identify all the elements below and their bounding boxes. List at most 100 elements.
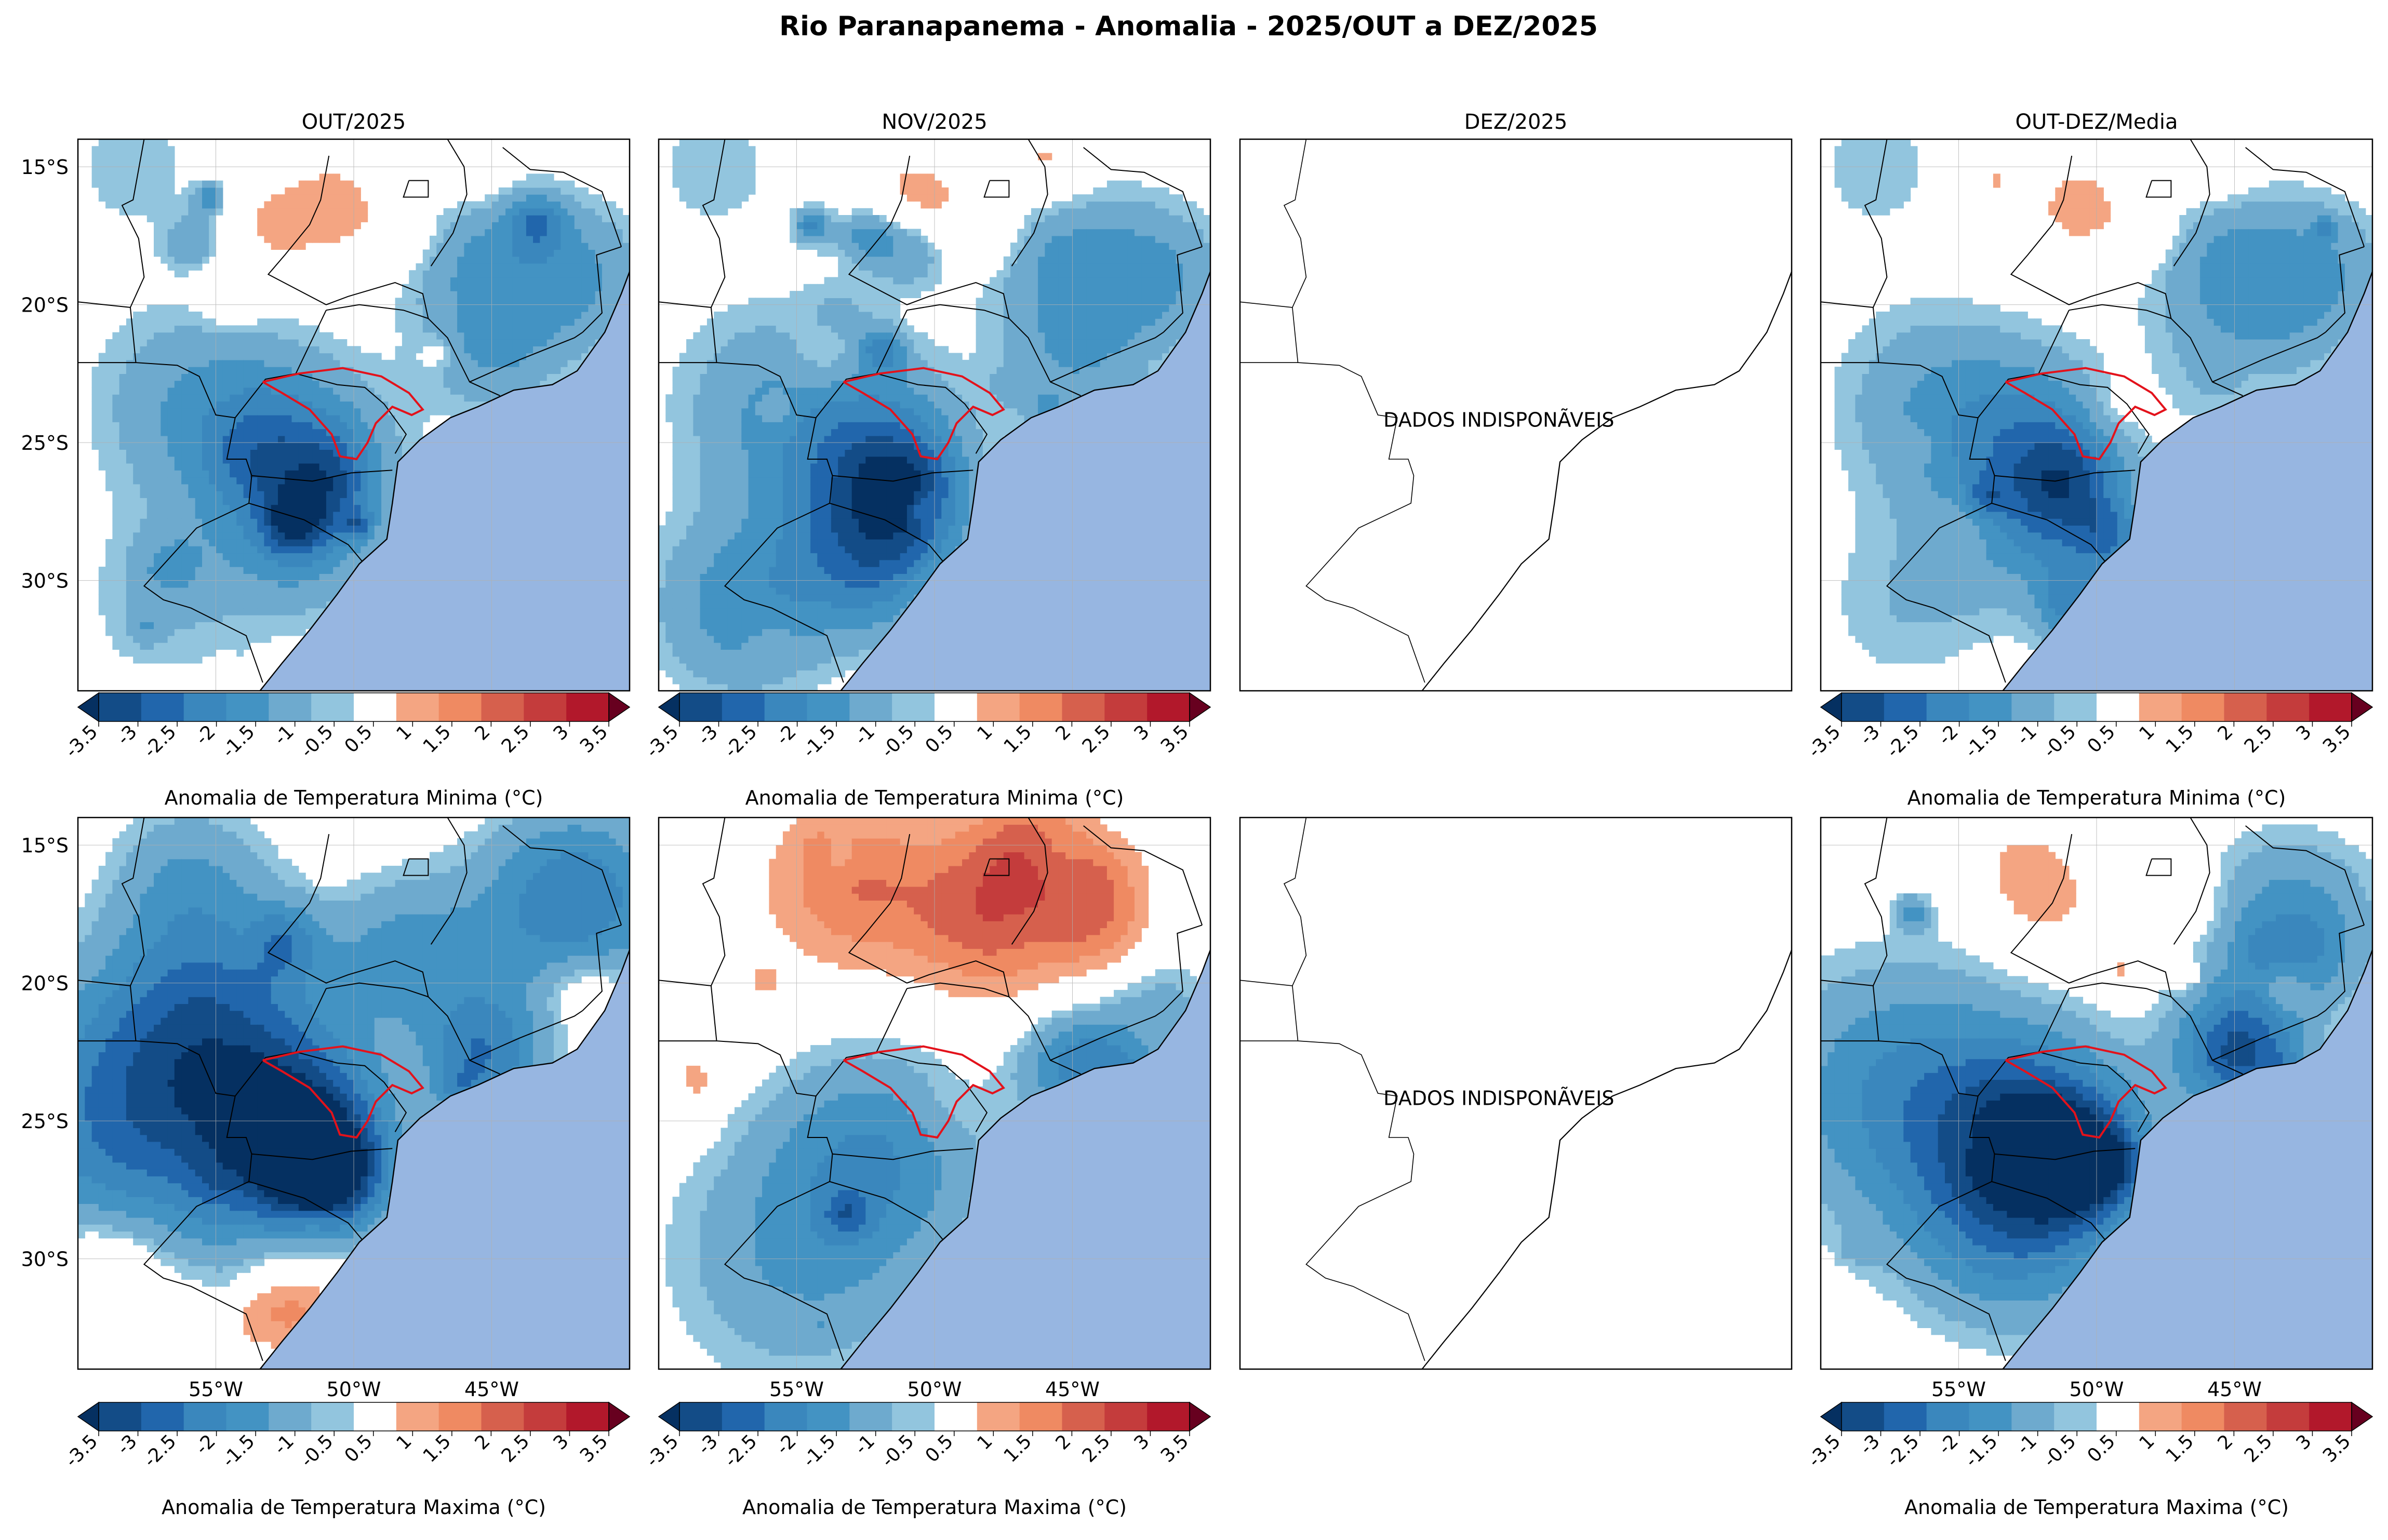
coastline xyxy=(2002,270,2372,691)
colorbar-swatch xyxy=(2266,1402,2310,1431)
empty-map-outlines xyxy=(1240,139,1425,683)
colorbar-swatch xyxy=(2139,1402,2182,1431)
colorbar-tick-label: 2.5 xyxy=(1078,721,1114,757)
colorbar-tick-label: -1 xyxy=(2013,1430,2041,1458)
gridlines xyxy=(659,818,1210,1369)
colorbar-swatch xyxy=(269,1402,312,1431)
missing-data-label: DADOS INDISPONÃVEIS xyxy=(1383,409,1614,432)
panel-title: OUT/2025 xyxy=(302,110,406,134)
colorbar-tick-label: 2.5 xyxy=(1078,1430,1114,1466)
basin-outline xyxy=(262,367,424,461)
colorbar-swatch xyxy=(481,693,524,721)
anomaly-field xyxy=(659,139,1210,691)
colorbar-swatch xyxy=(2054,693,2097,721)
colorbar-tick-label: 2.5 xyxy=(498,1430,533,1466)
basin-outline xyxy=(2005,367,2167,461)
panel-frame xyxy=(77,816,631,1370)
colorbar-swatch xyxy=(269,693,312,721)
ocean xyxy=(260,818,630,1369)
colorbar-tick-label: -1.5 xyxy=(799,1430,840,1471)
lat-tick-label: 30°S xyxy=(21,1248,69,1271)
colorbar-tick-label: -1 xyxy=(270,721,298,749)
colorbar-tick-label: -2 xyxy=(772,1430,801,1458)
colorbar-label: Anomalia de Temperatura Minima (°C) xyxy=(1907,786,2286,809)
colorbar-swatch xyxy=(396,693,439,721)
colorbar-swatch xyxy=(2181,1402,2224,1431)
panel-frame xyxy=(658,816,1211,1370)
colorbar-tick-label: -1.5 xyxy=(799,721,840,762)
colorbar-swatch xyxy=(2309,693,2352,721)
colorbar-swatch xyxy=(2224,693,2267,721)
lat-tick-label: 25°S xyxy=(21,1110,69,1133)
colorbar-tick-label: -2 xyxy=(1935,1430,1963,1458)
colorbar-swatch xyxy=(354,1402,397,1431)
state-borders xyxy=(659,139,1203,683)
colorbar-swatch xyxy=(354,693,397,721)
colorbar-tick-label: 1.5 xyxy=(1000,1430,1036,1466)
colorbar-swatch xyxy=(1969,693,2012,721)
state-borders xyxy=(659,818,1203,1361)
map-panel-r0-c0 xyxy=(77,138,631,692)
colorbar-tick-label: -3 xyxy=(1856,1430,1884,1458)
ocean xyxy=(841,818,1210,1369)
colorbar-tick-label: -0.5 xyxy=(2039,721,2080,762)
colorbar-swatch xyxy=(722,693,765,721)
map-panel-r1-c0 xyxy=(77,816,631,1370)
colorbar-swatch xyxy=(2181,693,2224,721)
empty-map-outlines xyxy=(1240,818,1425,1361)
colorbar-tick-label: -1.5 xyxy=(1961,721,2002,762)
colorbar-swatch xyxy=(1926,1402,1969,1431)
colorbar-swatch xyxy=(679,1402,723,1431)
colorbar-swatch xyxy=(892,1402,935,1431)
colorbar-tick-label: 1.5 xyxy=(419,1430,455,1466)
panel-frame xyxy=(1239,138,1793,692)
colorbar: -3.5 -3-2.5 -2-1.5 -1-0.5 0.5 1 1.5 2 2.5 3 3.5Ano… xyxy=(61,1401,631,1519)
colorbar-tick-label: -2 xyxy=(1935,721,1963,749)
colorbar-swatch xyxy=(1147,693,1190,721)
colorbar-tick-label: -1 xyxy=(2013,721,2041,749)
colorbar-tick-label: -1.5 xyxy=(218,1430,259,1471)
colorbar-tick-label: 0.5 xyxy=(2084,1430,2119,1466)
colorbar-swatch xyxy=(892,693,935,721)
colorbar-tick-label: -2.5 xyxy=(140,1430,181,1471)
colorbar-tick-label: -3.5 xyxy=(642,721,683,762)
colorbar-swatch xyxy=(1884,1402,1927,1431)
ocean xyxy=(260,139,630,691)
colorbar: -3.5 -3-2.5 -2-1.5 -1-0.5 0.5 1 1.5 2 2.5 3 3.5Ano… xyxy=(1804,692,2373,809)
figure-title: Rio Paranapanema - Anomalia - 2025/OUT a… xyxy=(779,11,1598,42)
colorbar-swatch xyxy=(226,1402,269,1431)
colorbar-swatch xyxy=(2011,1402,2055,1431)
colorbar-swatch xyxy=(2224,1402,2267,1431)
colorbar-swatch xyxy=(764,1402,807,1431)
panel-title: DEZ/2025 xyxy=(1464,110,1568,134)
colorbar-tick-label: -2.5 xyxy=(1883,721,1924,762)
lat-tick-label: 15°S xyxy=(21,834,69,857)
colorbar-tick-label: 0.5 xyxy=(922,1430,957,1466)
colorbar-tick-label: -1.5 xyxy=(218,721,259,762)
gridlines xyxy=(78,139,630,691)
colorbar-tick-label: 3.5 xyxy=(2319,721,2355,757)
colorbar-swatch xyxy=(226,693,269,721)
colorbar-tick-label: -1 xyxy=(851,721,879,749)
coastline xyxy=(1421,948,1792,1369)
colorbar-swatch xyxy=(438,693,482,721)
colorbar-swatch xyxy=(2097,693,2140,721)
colorbar-tick-label: 2.5 xyxy=(2240,1430,2276,1466)
colorbar-tick-label: 1.5 xyxy=(419,721,455,757)
colorbar-swatch xyxy=(977,693,1020,721)
colorbar-label: Anomalia de Temperatura Maxima (°C) xyxy=(162,1496,546,1519)
colorbar-swatch xyxy=(935,1402,978,1431)
colorbar-tick-label: 3.5 xyxy=(576,721,612,757)
colorbar-swatch xyxy=(183,1402,226,1431)
state-borders xyxy=(78,818,622,1361)
colorbar-swatch xyxy=(1019,1402,1062,1431)
colorbar-tick-label: -3.5 xyxy=(1804,1430,1845,1471)
colorbar-swatch xyxy=(2139,693,2182,721)
colorbar-tick-label: -2 xyxy=(772,721,801,749)
colorbar-tick-label: -2.5 xyxy=(1883,1430,1924,1471)
colorbar-tick-label: -1.5 xyxy=(1961,1430,2002,1471)
colorbar-tick-label: -3 xyxy=(1856,721,1884,749)
coastline xyxy=(1421,270,1792,691)
colorbar-extend-low xyxy=(77,692,99,722)
